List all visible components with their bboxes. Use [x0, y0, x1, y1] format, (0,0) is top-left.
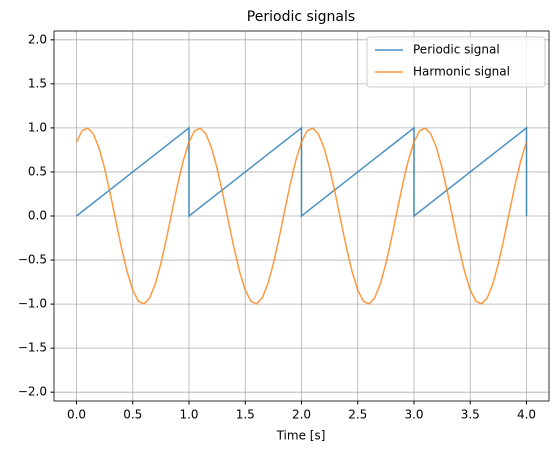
y-tick-label: 1.0 — [28, 120, 47, 134]
plot-frame — [53, 30, 550, 402]
y-tick-label: −0.5 — [18, 253, 47, 267]
x-tick-label: 0.0 — [67, 408, 86, 422]
x-tick-label: 1.5 — [236, 408, 255, 422]
y-tick-label: −2.0 — [18, 385, 47, 399]
legend-label: Periodic signal — [413, 43, 500, 57]
x-tick-label: 3.5 — [461, 408, 480, 422]
x-tick-label: 4.0 — [517, 408, 536, 422]
y-tick-label: 1.5 — [28, 76, 47, 90]
y-tick-label: −1.5 — [18, 341, 47, 355]
chart-title: Periodic signals — [247, 9, 355, 25]
x-tick-label: 2.5 — [348, 408, 367, 422]
y-tick-label: 0.5 — [28, 164, 47, 178]
line — [76, 126, 528, 218]
legend-box — [366, 36, 546, 88]
x-tick-label: 0.5 — [123, 408, 142, 422]
x-tick-label: 2.0 — [292, 408, 311, 422]
y-tick-label: 2.0 — [28, 32, 47, 46]
line — [75, 127, 528, 305]
y-tick-label: 0.0 — [28, 209, 47, 223]
x-axis-label: Time [s] — [276, 429, 326, 443]
legend-label: Harmonic signal — [413, 65, 510, 79]
y-tick-label: −1.0 — [18, 297, 47, 311]
x-tick-label: 3.0 — [404, 408, 423, 422]
x-tick-label: 1.0 — [179, 408, 198, 422]
